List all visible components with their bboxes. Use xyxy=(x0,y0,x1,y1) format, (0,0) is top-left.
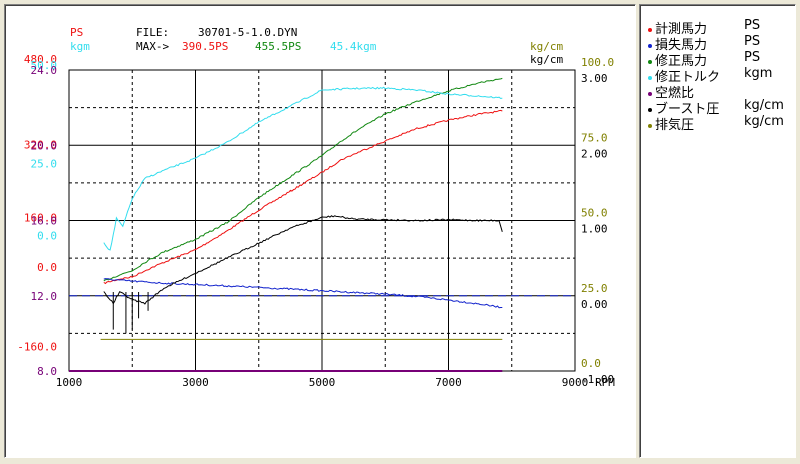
x-tick-label: 7000 xyxy=(435,376,462,389)
left-tick-ps: 320.0 xyxy=(24,138,57,151)
cyan-dot-icon xyxy=(648,75,652,80)
legend-unit: kgm xyxy=(744,66,773,81)
legend-item: 空燃比 xyxy=(648,82,694,101)
right-tick-boost: 2.00 xyxy=(581,147,608,160)
legend-label: 空燃比 xyxy=(655,86,695,101)
right-tick-exhaust: 50.0 xyxy=(581,207,608,220)
right-tick-boost: 1.00 xyxy=(581,223,608,236)
legend-item: ブースト圧 kg/cm xyxy=(648,98,784,117)
ps-unit-label: PS xyxy=(70,26,84,39)
boost-unit-label: kg/cm xyxy=(530,53,564,66)
file-label: FILE: xyxy=(136,26,170,39)
blue-dot-icon xyxy=(648,43,652,48)
left-tick-afr: 8.0 xyxy=(37,365,57,378)
right-tick-exhaust: 75.0 xyxy=(581,131,608,144)
x-tick-label: 9000 xyxy=(562,376,589,389)
left-tick-ps: -160.0 xyxy=(17,340,57,353)
right-tick-exhaust: 100.0 xyxy=(581,56,614,69)
x-tick-label: 5000 xyxy=(309,376,336,389)
legend-unit: PS xyxy=(744,34,761,49)
left-tick-kgm: 25.0 xyxy=(31,157,58,170)
legend-item: 修正馬力 PS xyxy=(648,50,760,69)
right-tick-exhaust: 0.0 xyxy=(581,357,601,370)
legend-panel: 計測馬力 PS 損失馬力 PS 修正馬力 PS 修正トルク kgm 空燃比 ブースト圧 kg/cm 排… xyxy=(639,4,796,458)
right-tick-exhaust: 25.0 xyxy=(581,282,608,295)
right-tick-boost: -1.00 xyxy=(581,373,614,386)
left-tick-ps: 160.0 xyxy=(24,212,57,225)
right-tick-boost: 3.00 xyxy=(581,72,608,85)
green-dot-icon xyxy=(648,59,652,64)
red-dot-icon xyxy=(648,27,652,32)
right-tick-boost: 0.00 xyxy=(581,298,608,311)
max-label: MAX-> xyxy=(136,40,170,53)
legend-label: 計測馬力 xyxy=(655,22,708,37)
left-tick-afr: 12.0 xyxy=(31,290,58,303)
max-corrected-ps: 455.5PS xyxy=(255,40,302,53)
legend-item: 計測馬力 PS xyxy=(648,18,760,37)
left-tick-kgm: 50.0 xyxy=(31,59,58,72)
left-tick-ps: 0.0 xyxy=(37,261,57,274)
x-tick-label: 3000 xyxy=(182,376,209,389)
legend-unit: kg/cm xyxy=(744,98,784,113)
black-dot-icon xyxy=(648,107,652,112)
series-line-loss_ps xyxy=(103,278,503,309)
max-torque: 45.4kgm xyxy=(330,40,377,53)
chart-panel: PS kgm FILE: 30701-5-1.0.DYN MAX-> 390.5… xyxy=(4,4,636,458)
purple-dot-icon xyxy=(648,91,652,96)
legend-item: 修正トルク kgm xyxy=(648,66,772,85)
legend-label: 損失馬力 xyxy=(655,38,708,53)
series-line-measured_ps xyxy=(103,109,503,285)
x-tick-label: 1000 xyxy=(56,376,83,389)
left-tick-afr: 20.0 xyxy=(31,139,58,152)
legend-label: ブースト圧 xyxy=(655,102,720,117)
legend-item: 損失馬力 PS xyxy=(648,34,760,53)
olive-dot-icon xyxy=(648,123,652,128)
legend-item: 排気圧 kg/cm xyxy=(648,114,784,133)
legend-label: 排気圧 xyxy=(655,118,695,133)
left-tick-kgm: 0.0 xyxy=(37,230,57,243)
file-name: 30701-5-1.0.DYN xyxy=(198,26,298,39)
left-tick-afr: 16.0 xyxy=(31,215,58,228)
legend-unit: PS xyxy=(744,50,761,65)
series-line-corrected_torque xyxy=(103,86,503,251)
dyno-chart: 1000 3000 5000 7000 9000 RPM 480.0 320.0 160.0 0.… xyxy=(17,53,615,389)
series-line-corrected_ps xyxy=(103,77,503,282)
left-tick-ps: 480.0 xyxy=(24,53,57,66)
series-line-boost xyxy=(103,215,503,305)
kgm-unit-label: kgm xyxy=(70,40,90,53)
legend-unit: PS xyxy=(744,18,761,33)
exhaust-unit-label: kg/cm xyxy=(530,40,564,53)
legend-label: 修正トルク xyxy=(655,70,721,85)
x-axis-unit: RPM xyxy=(595,376,615,389)
max-measured-ps: 390.5PS xyxy=(182,40,229,53)
left-tick-afr: 24.0 xyxy=(31,64,58,77)
legend-label: 修正馬力 xyxy=(655,54,708,69)
legend-unit: kg/cm xyxy=(744,114,784,129)
